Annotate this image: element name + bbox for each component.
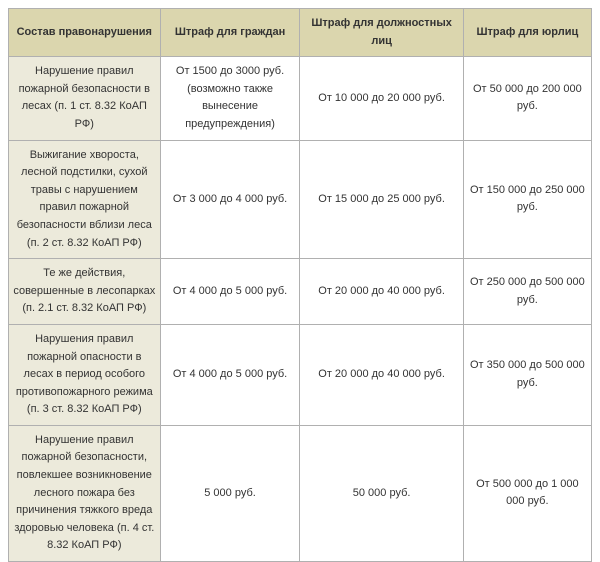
legal-cell: От 250 000 до 500 000 руб. — [463, 259, 591, 325]
table-row: Нарушения правил пожарной опасности в ле… — [9, 324, 592, 425]
citizens-cell: От 3 000 до 4 000 руб. — [160, 140, 300, 259]
offence-cell: Выжигание хвороста, лесной подстилки, су… — [9, 140, 161, 259]
col-header-legal: Штраф для юрлиц — [463, 9, 591, 57]
table-row: Нарушение правил пожарной безопасности, … — [9, 425, 592, 561]
table-row: Нарушение правил пожарной безопасности в… — [9, 57, 592, 140]
citizens-cell: От 4 000 до 5 000 руб. — [160, 259, 300, 325]
fines-table: Состав правонарушения Штраф для граждан … — [8, 8, 592, 562]
legal-cell: От 350 000 до 500 000 руб. — [463, 324, 591, 425]
citizens-cell: От 1500 до 3000 руб. (возможно также вын… — [160, 57, 300, 140]
legal-cell: От 150 000 до 250 000 руб. — [463, 140, 591, 259]
officials-cell: От 20 000 до 40 000 руб. — [300, 324, 463, 425]
col-header-officials: Штраф для должностных лиц — [300, 9, 463, 57]
citizens-cell: 5 000 руб. — [160, 425, 300, 561]
table-header-row: Состав правонарушения Штраф для граждан … — [9, 9, 592, 57]
table-body: Нарушение правил пожарной безопасности в… — [9, 57, 592, 562]
officials-cell: 50 000 руб. — [300, 425, 463, 561]
offence-cell: Нарушение правил пожарной безопасности в… — [9, 57, 161, 140]
col-header-offence: Состав правонарушения — [9, 9, 161, 57]
offence-cell: Те же действия, совершенные в лесопарках… — [9, 259, 161, 325]
legal-cell: От 50 000 до 200 000 руб. — [463, 57, 591, 140]
citizens-cell: От 4 000 до 5 000 руб. — [160, 324, 300, 425]
officials-cell: От 15 000 до 25 000 руб. — [300, 140, 463, 259]
officials-cell: От 20 000 до 40 000 руб. — [300, 259, 463, 325]
legal-cell: От 500 000 до 1 000 000 руб. — [463, 425, 591, 561]
col-header-citizens: Штраф для граждан — [160, 9, 300, 57]
offence-cell: Нарушение правил пожарной безопасности, … — [9, 425, 161, 561]
offence-cell: Нарушения правил пожарной опасности в ле… — [9, 324, 161, 425]
table-row: Выжигание хвороста, лесной подстилки, су… — [9, 140, 592, 259]
table-row: Те же действия, совершенные в лесопарках… — [9, 259, 592, 325]
officials-cell: От 10 000 до 20 000 руб. — [300, 57, 463, 140]
